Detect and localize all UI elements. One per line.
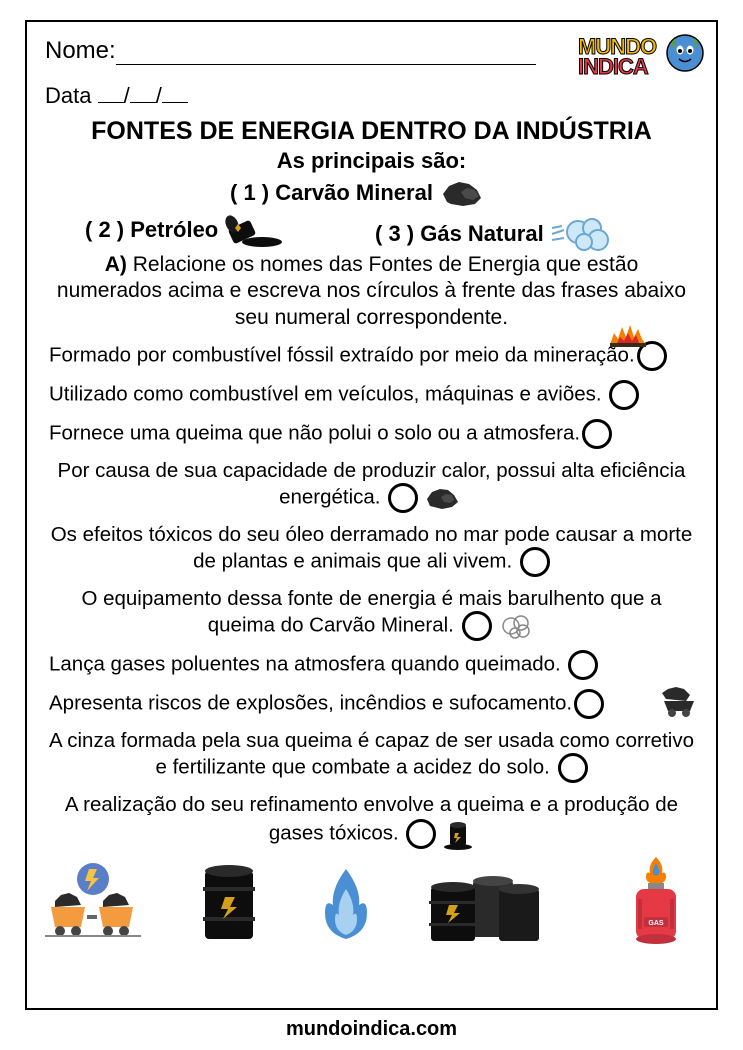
source-2-label: ( 2 ) Petróleo [85, 217, 218, 243]
coal-small-icon [424, 484, 464, 512]
answer-circle[interactable] [582, 419, 612, 449]
date-field[interactable]: Data // [45, 83, 578, 109]
coal-cart-icon [656, 685, 702, 719]
statement-9: A cinza formada pela sua queima é capaz … [45, 728, 698, 783]
answer-circle[interactable] [558, 753, 588, 783]
mundo-indica-logo: MUNDO INDICA [578, 37, 698, 97]
bottom-icons-row: GAS [45, 855, 698, 947]
gas-cloud-icon [550, 212, 614, 256]
statement-2: Utilizado como combustível em veículos, … [45, 380, 698, 410]
coal-icon [439, 176, 487, 210]
blue-flame-icon [313, 865, 379, 945]
date-label: Data [45, 83, 91, 108]
stmt-4-text: Por causa de sua capacidade de produzir … [58, 459, 686, 508]
footer-url: mundoindica.com [25, 1018, 718, 1041]
answer-circle[interactable] [462, 611, 492, 641]
oil-barrel-spill-icon [224, 212, 284, 248]
answer-circle[interactable] [406, 819, 436, 849]
source-2: ( 2 ) Petróleo [85, 212, 284, 248]
gas-cylinder-icon: GAS [624, 855, 688, 947]
source-3-label: ( 3 ) Gás Natural [375, 221, 544, 247]
stmt-5-text: Os efeitos tóxicos do seu óleo derramado… [51, 523, 693, 572]
worksheet-border: Nome: Data // MUNDO INDICA FONTES DE ENE… [25, 20, 718, 1010]
source-3: ( 3 ) Gás Natural [375, 212, 614, 256]
statement-1: Formado por combustível fóssil extraído … [45, 341, 698, 371]
source-1: ( 1 ) Carvão Mineral [230, 176, 487, 210]
svg-text:GAS: GAS [648, 920, 664, 927]
stmt-7-text: Lança gases poluentes na atmosfera quand… [49, 652, 561, 675]
stmt-8-text: Apresenta riscos de explosões, incêndios… [49, 691, 572, 714]
statement-7: Lança gases poluentes na atmosfera quand… [45, 650, 698, 680]
subtitle: As principais são: [45, 148, 698, 174]
name-field[interactable]: Nome: [45, 37, 578, 65]
statements-list: Formado por combustível fóssil extraído … [45, 341, 698, 851]
answer-circle[interactable] [388, 483, 418, 513]
stmt-6-text: O equipamento dessa fonte de energia é m… [81, 587, 661, 636]
stmt-2-text: Utilizado como combustível em veículos, … [49, 382, 602, 405]
small-oil-barrel-icon [442, 817, 474, 851]
globe-icon [664, 32, 706, 74]
answer-circle[interactable] [609, 380, 639, 410]
instruction-bold: A) [105, 253, 127, 276]
page-title: FONTES DE ENERGIA DENTRO DA INDÚSTRIA [45, 117, 698, 146]
cloud-puff-icon [497, 611, 535, 641]
statement-5: Os efeitos tóxicos do seu óleo derramado… [45, 522, 698, 577]
source-1-label: ( 1 ) Carvão Mineral [230, 180, 433, 206]
name-label: Nome: [45, 37, 116, 64]
black-barrel-icon [195, 861, 263, 947]
barrels-group-icon [423, 867, 543, 945]
statement-8: Apresenta riscos de explosões, incêndios… [45, 689, 698, 719]
statement-6: O equipamento dessa fonte de energia é m… [45, 586, 698, 641]
statement-4: Por causa de sua capacidade de produzir … [45, 458, 698, 513]
statement-10: A realização do seu refinamento envolve … [45, 792, 698, 851]
answer-circle[interactable] [568, 650, 598, 680]
sources-row: ( 1 ) Carvão Mineral ( 2 ) Petróleo ( 3 … [45, 176, 698, 246]
statement-3: Fornece uma queima que não polui o solo … [45, 419, 698, 449]
stmt-3-text: Fornece uma queima que não polui o solo … [49, 421, 580, 444]
stmt-1-text: Formado por combustível fóssil extraído … [49, 343, 635, 366]
answer-circle[interactable] [574, 689, 604, 719]
answer-circle[interactable] [520, 547, 550, 577]
coal-carts-bolt-icon [45, 861, 141, 947]
header: Nome: Data // MUNDO INDICA [45, 37, 698, 109]
fire-icon [606, 317, 650, 347]
stmt-10-text: A realização do seu refinamento envolve … [65, 793, 678, 844]
instruction-text: Relacione os nomes das Fontes de Energia… [57, 253, 686, 329]
instruction: A) Relacione os nomes das Fontes de Ener… [45, 252, 698, 331]
stmt-9-text: A cinza formada pela sua queima é capaz … [49, 729, 694, 778]
name-date-block: Nome: Data // [45, 37, 578, 109]
